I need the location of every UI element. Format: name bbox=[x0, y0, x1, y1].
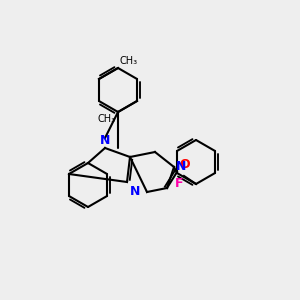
Text: N: N bbox=[100, 134, 110, 147]
Text: CH₃: CH₃ bbox=[98, 114, 116, 124]
Text: CH₃: CH₃ bbox=[120, 56, 138, 66]
Text: N: N bbox=[130, 185, 140, 198]
Text: F: F bbox=[175, 177, 183, 190]
Text: N: N bbox=[176, 160, 186, 173]
Text: O: O bbox=[179, 158, 190, 171]
